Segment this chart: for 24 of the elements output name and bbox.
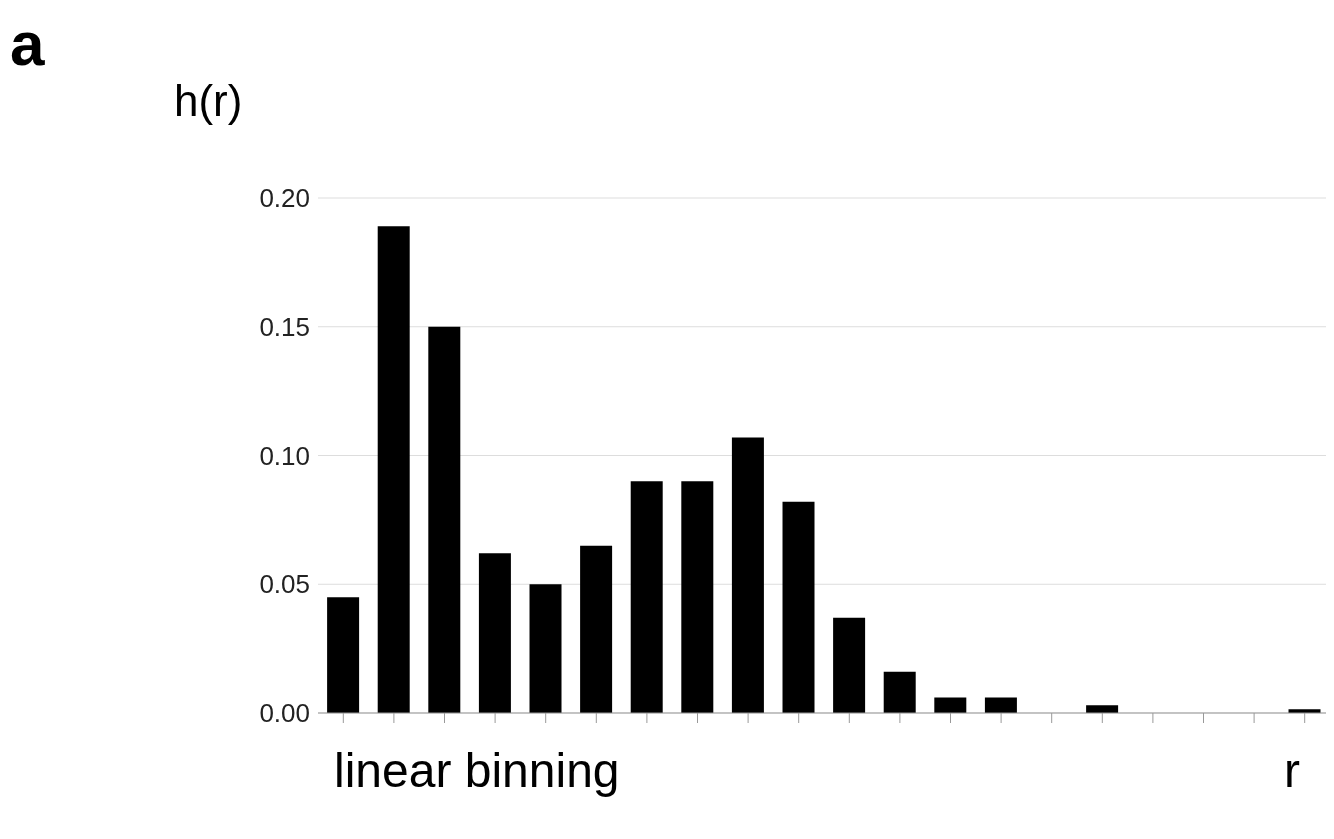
text: a (10, 8, 45, 79)
bar (782, 501, 815, 713)
bar (580, 545, 613, 713)
bar (1086, 705, 1119, 713)
bar (984, 697, 1017, 713)
bar (934, 697, 967, 713)
bar (681, 481, 714, 713)
bar (630, 481, 663, 713)
bar (327, 597, 360, 713)
y-axis-title: h(r) (174, 76, 243, 126)
y-tick-label: 0.20 (259, 183, 310, 214)
bar (377, 226, 410, 713)
y-tick-label: 0.05 (259, 569, 310, 600)
y-tick-label: 0.10 (259, 440, 310, 471)
bar (428, 326, 461, 713)
x-axis-title: r (1284, 743, 1300, 798)
bar (529, 584, 562, 713)
y-tick-label: 0.15 (259, 311, 310, 342)
bar (731, 437, 764, 713)
bar (883, 671, 916, 713)
bar (478, 553, 511, 713)
text: linear binning (334, 743, 620, 798)
y-tick-label: 0.00 (259, 698, 310, 729)
bar (833, 617, 866, 713)
